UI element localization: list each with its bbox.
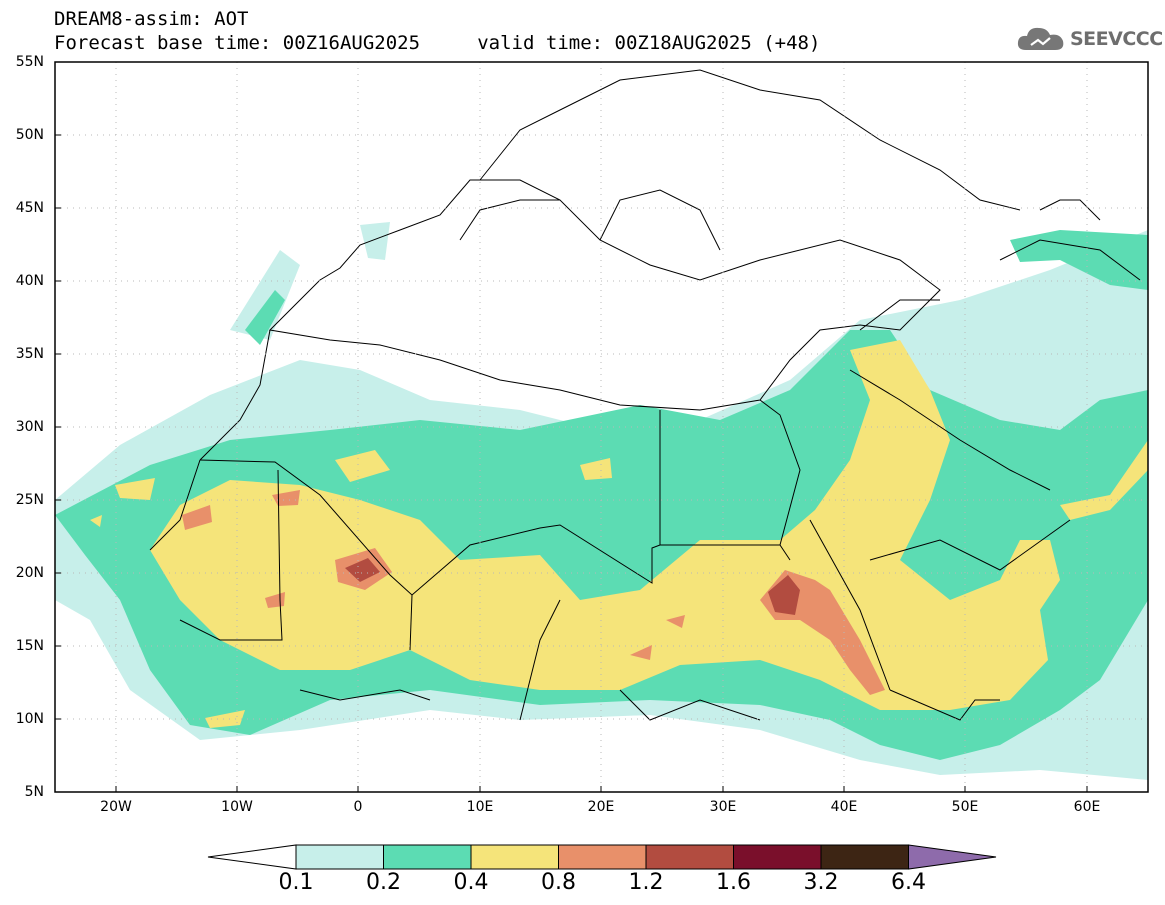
lon-label: 40E xyxy=(830,799,858,815)
cloud-icon xyxy=(1017,27,1064,50)
colorbar-swatch-4 xyxy=(645,844,734,870)
graticule xyxy=(55,62,1148,792)
colorbar-label: 1.2 xyxy=(628,870,664,895)
lat-label: 10N xyxy=(15,711,44,727)
colorbar-label: 0.2 xyxy=(366,870,401,895)
colorbar-high-extend xyxy=(908,844,997,870)
lat-label: 45N xyxy=(15,200,44,216)
aot-field xyxy=(55,222,1148,780)
lat-label: 5N xyxy=(24,784,44,800)
colorbar-swatch-6 xyxy=(820,844,909,870)
lat-label: 50N xyxy=(15,127,44,143)
lon-label: 50E xyxy=(951,799,979,815)
colorbar-label: 1.6 xyxy=(716,870,751,895)
logo-text: SEEVCCC xyxy=(1070,28,1163,50)
lat-label: 15N xyxy=(15,638,44,654)
lon-label: 10W xyxy=(221,799,253,815)
lon-label: 10E xyxy=(466,799,494,815)
colorbar-swatch-5 xyxy=(733,844,822,870)
lon-label: 30E xyxy=(709,799,737,815)
colorbar-label: 0.8 xyxy=(541,870,576,895)
coastline xyxy=(268,179,941,411)
colorbar-label: 0.4 xyxy=(453,870,489,895)
country-borders xyxy=(149,69,1141,721)
colorbar-low-extend xyxy=(207,844,297,870)
lat-label: 35N xyxy=(15,346,44,362)
seevccc-logo: SEEVCCC xyxy=(1016,22,1163,56)
colorbar-swatch-3 xyxy=(558,844,647,870)
lon-label: 60E xyxy=(1073,799,1101,815)
colorbar-swatch-1 xyxy=(383,844,472,870)
colorbar-label: 0.1 xyxy=(278,870,314,895)
tick-marks xyxy=(55,134,1088,792)
lon-label: 20E xyxy=(587,799,615,815)
colorbar-swatch-0 xyxy=(295,844,384,870)
colorbar-label: 3.2 xyxy=(803,870,839,895)
colorbar-label: 6.4 xyxy=(891,870,926,895)
lat-label: 25N xyxy=(15,492,44,508)
lat-label: 55N xyxy=(15,54,44,70)
lat-label: 40N xyxy=(15,273,44,289)
map-title: DREAM8-assim: AOT xyxy=(54,8,249,30)
colorbar xyxy=(207,844,997,870)
aot-contour-1.2 xyxy=(768,575,800,615)
colorbar-swatch-2 xyxy=(470,844,559,870)
lon-label: 0 xyxy=(353,799,363,815)
lat-label: 20N xyxy=(15,565,44,581)
forecast-times: Forecast base time: 00Z16AUG2025 valid t… xyxy=(54,32,821,54)
lat-label: 30N xyxy=(15,419,44,435)
lon-label: 20W xyxy=(100,799,132,815)
